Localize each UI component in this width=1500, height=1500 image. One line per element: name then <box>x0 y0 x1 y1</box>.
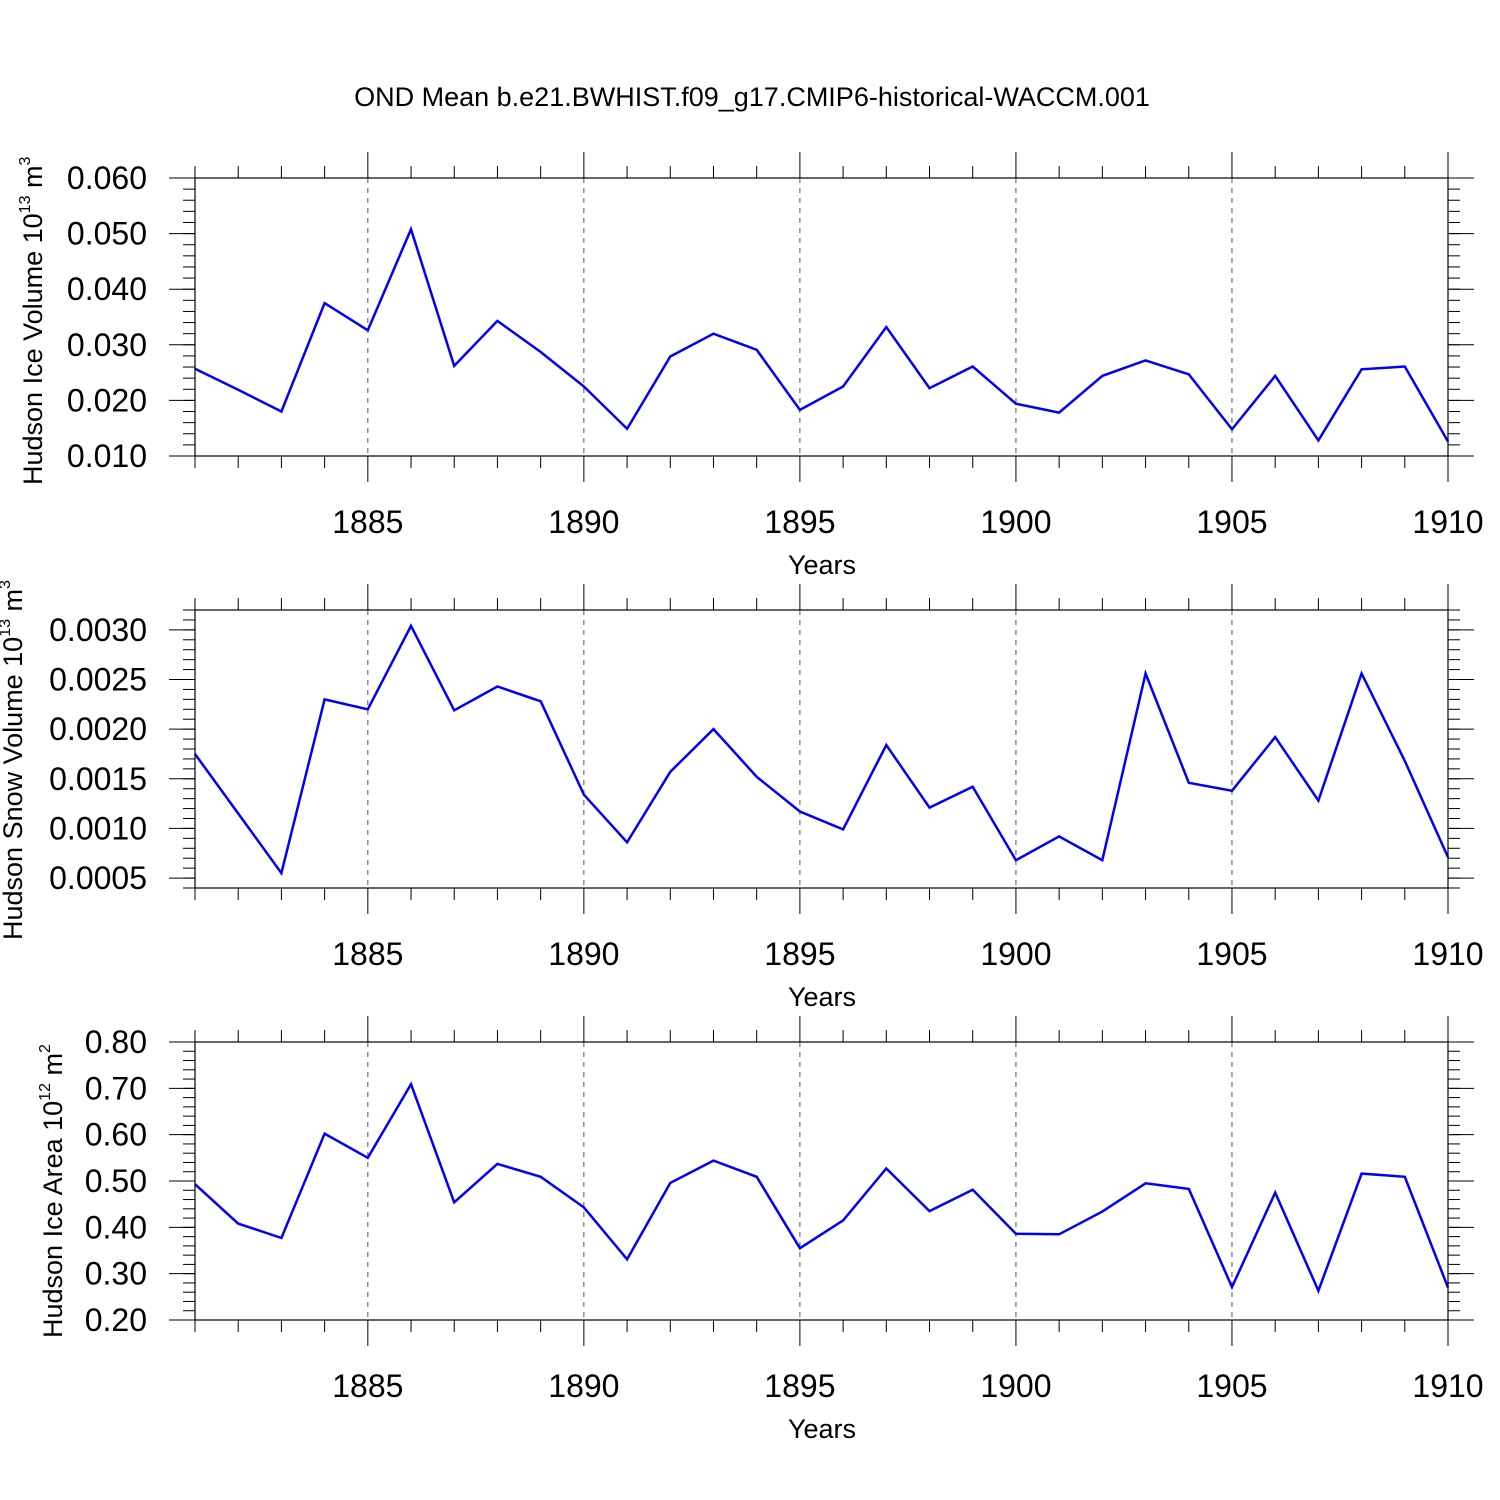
y-tick-label: 0.020 <box>67 382 147 418</box>
x-tick-label: 1885 <box>332 504 403 540</box>
y-tick-label: 0.60 <box>85 1117 147 1153</box>
y-tick-label: 0.50 <box>85 1163 147 1199</box>
series-line <box>194 1081 1450 1295</box>
y-tick-label: 0.0005 <box>49 860 147 896</box>
y-tick-label: 0.30 <box>85 1256 147 1292</box>
y-tick-label: 0.20 <box>85 1302 147 1338</box>
x-tick-label: 1885 <box>332 936 403 972</box>
plot-frame <box>194 1041 1449 1321</box>
y-tick-label: 0.010 <box>67 438 147 474</box>
y-tick-label: 0.0010 <box>49 810 147 846</box>
figure-title: OND Mean b.e21.BWHIST.f09_g17.CMIP6-hist… <box>354 82 1150 112</box>
x-axis-label: Years <box>788 550 856 580</box>
x-tick-label: 1895 <box>764 504 835 540</box>
plot-frame <box>194 177 1449 457</box>
panel-snow-volume: 1885 1890 1895 1900 1905 1910 0.0005 0.0010 0.00… <box>0 580 1484 1012</box>
series-line <box>194 225 1450 443</box>
x-tick-label: 1905 <box>1196 936 1267 972</box>
y-tick-label: 0.0030 <box>49 612 147 648</box>
y-tick-label: 0.0015 <box>49 761 147 797</box>
series-line <box>193 623 1450 877</box>
x-tick-label: 1890 <box>548 1368 619 1404</box>
x-tick-label: 1885 <box>332 1368 403 1404</box>
y-tick-label: 0.060 <box>67 160 147 196</box>
plot-frame <box>194 609 1449 889</box>
y-axis-label: Hudson Ice Volume 1013 m3 <box>17 157 48 485</box>
x-tick-label: 1910 <box>1412 504 1483 540</box>
x-tick-label: 1895 <box>764 936 835 972</box>
x-tick-label: 1900 <box>980 1368 1051 1404</box>
x-tick-label: 1895 <box>764 1368 835 1404</box>
y-axis-label: Hudson Ice Area 1012 m2 <box>37 1044 68 1338</box>
y-tick-label: 0.70 <box>85 1070 147 1106</box>
x-tick-label: 1910 <box>1412 936 1483 972</box>
x-tick-label: 1890 <box>548 504 619 540</box>
panel-ice-area: 1885 1890 1895 1900 1905 1910 0.20 0.30 0.40 0.50… <box>37 1016 1484 1444</box>
x-tick-label: 1890 <box>548 936 619 972</box>
x-tick-label: 1910 <box>1412 1368 1483 1404</box>
x-axis-label: Years <box>788 982 856 1012</box>
x-tick-label: 1900 <box>980 504 1051 540</box>
y-tick-label: 0.40 <box>85 1209 147 1245</box>
y-axis-label: Hudson Snow Volume 1013 m3 <box>0 580 28 940</box>
y-tick-label: 0.0020 <box>49 711 147 747</box>
x-tick-label: 1900 <box>980 936 1051 972</box>
x-tick-label: 1905 <box>1196 1368 1267 1404</box>
x-axis-label: Years <box>788 1414 856 1444</box>
y-tick-label: 0.80 <box>85 1024 147 1060</box>
y-tick-label: 0.0025 <box>49 662 147 698</box>
panel-ice-volume: 1885 1890 1895 1900 1905 1910 0.010 0.020 0.030 0… <box>17 152 1484 580</box>
y-tick-label: 0.040 <box>67 271 147 307</box>
y-tick-label: 0.030 <box>67 327 147 363</box>
y-tick-label: 0.050 <box>67 216 147 252</box>
x-tick-label: 1905 <box>1196 504 1267 540</box>
